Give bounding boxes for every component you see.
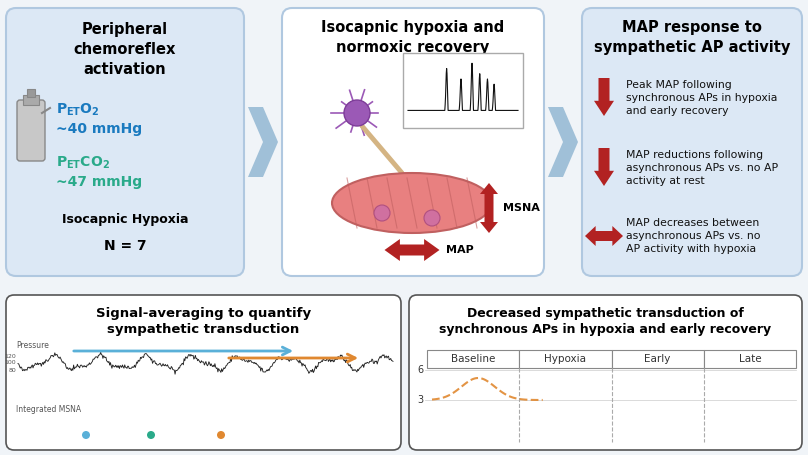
Text: MAP response to
sympathetic AP activity: MAP response to sympathetic AP activity [594, 20, 790, 55]
Text: ~47 mmHg: ~47 mmHg [56, 175, 142, 189]
Text: ~40 mmHg: ~40 mmHg [56, 122, 142, 136]
FancyBboxPatch shape [6, 295, 401, 450]
Polygon shape [548, 107, 578, 177]
Text: Peripheral
chemoreflex
activation: Peripheral chemoreflex activation [74, 22, 176, 76]
Text: $\mathbf{P_{ET}O_2}$: $\mathbf{P_{ET}O_2}$ [56, 102, 99, 118]
Polygon shape [585, 226, 623, 246]
Bar [704, 350, 796, 368]
Text: MAP reductions following
asynchronous APs vs. no AP
activity at rest: MAP reductions following asynchronous AP… [626, 150, 778, 186]
Polygon shape [385, 239, 440, 261]
Text: Integrated MSNA: Integrated MSNA [16, 405, 81, 415]
Text: Decreased sympathetic transduction of
synchronous APs in hypoxia and early recov: Decreased sympathetic transduction of sy… [440, 307, 772, 337]
Bar [427, 350, 520, 368]
Circle shape [344, 100, 370, 126]
Text: 6: 6 [417, 365, 423, 375]
FancyBboxPatch shape [17, 100, 45, 161]
Text: Peak MAP following
synchronous APs in hypoxia
and early recovery: Peak MAP following synchronous APs in hy… [626, 80, 777, 116]
Polygon shape [594, 78, 614, 116]
Text: 80: 80 [8, 368, 16, 373]
Text: MAP: MAP [446, 245, 473, 255]
FancyBboxPatch shape [582, 8, 802, 276]
Circle shape [147, 431, 155, 439]
Ellipse shape [332, 173, 492, 233]
FancyBboxPatch shape [409, 295, 802, 450]
Text: Early: Early [645, 354, 671, 364]
Text: N = 7: N = 7 [103, 239, 146, 253]
Polygon shape [248, 107, 278, 177]
Circle shape [424, 210, 440, 226]
Circle shape [217, 431, 225, 439]
Polygon shape [594, 148, 614, 186]
Bar [23, 95, 39, 105]
Text: Baseline: Baseline [451, 354, 495, 364]
Text: 120: 120 [4, 354, 16, 359]
Text: Pressure: Pressure [16, 340, 48, 349]
Text: Hypoxia: Hypoxia [545, 354, 587, 364]
Bar [403, 53, 523, 128]
Circle shape [374, 205, 390, 221]
FancyBboxPatch shape [6, 8, 244, 276]
Bar [612, 350, 704, 368]
Text: Isocapnic Hypoxia: Isocapnic Hypoxia [61, 213, 188, 227]
Polygon shape [480, 183, 498, 233]
Text: 3: 3 [417, 395, 423, 405]
Text: 100: 100 [4, 360, 16, 365]
Bar [520, 350, 612, 368]
Text: Isocapnic hypoxia and
normoxic recovery: Isocapnic hypoxia and normoxic recovery [322, 20, 505, 55]
FancyBboxPatch shape [282, 8, 544, 276]
Bar [27, 89, 35, 97]
Text: MAP decreases between
asynchronous APs vs. no
AP activity with hypoxia: MAP decreases between asynchronous APs v… [626, 218, 760, 254]
Text: Late: Late [739, 354, 761, 364]
Text: Signal-averaging to quantify
sympathetic transduction: Signal-averaging to quantify sympathetic… [96, 307, 311, 337]
Text: $\mathbf{P_{ET}CO_2}$: $\mathbf{P_{ET}CO_2}$ [56, 155, 110, 171]
Circle shape [82, 431, 90, 439]
Text: MSNA: MSNA [503, 203, 540, 213]
